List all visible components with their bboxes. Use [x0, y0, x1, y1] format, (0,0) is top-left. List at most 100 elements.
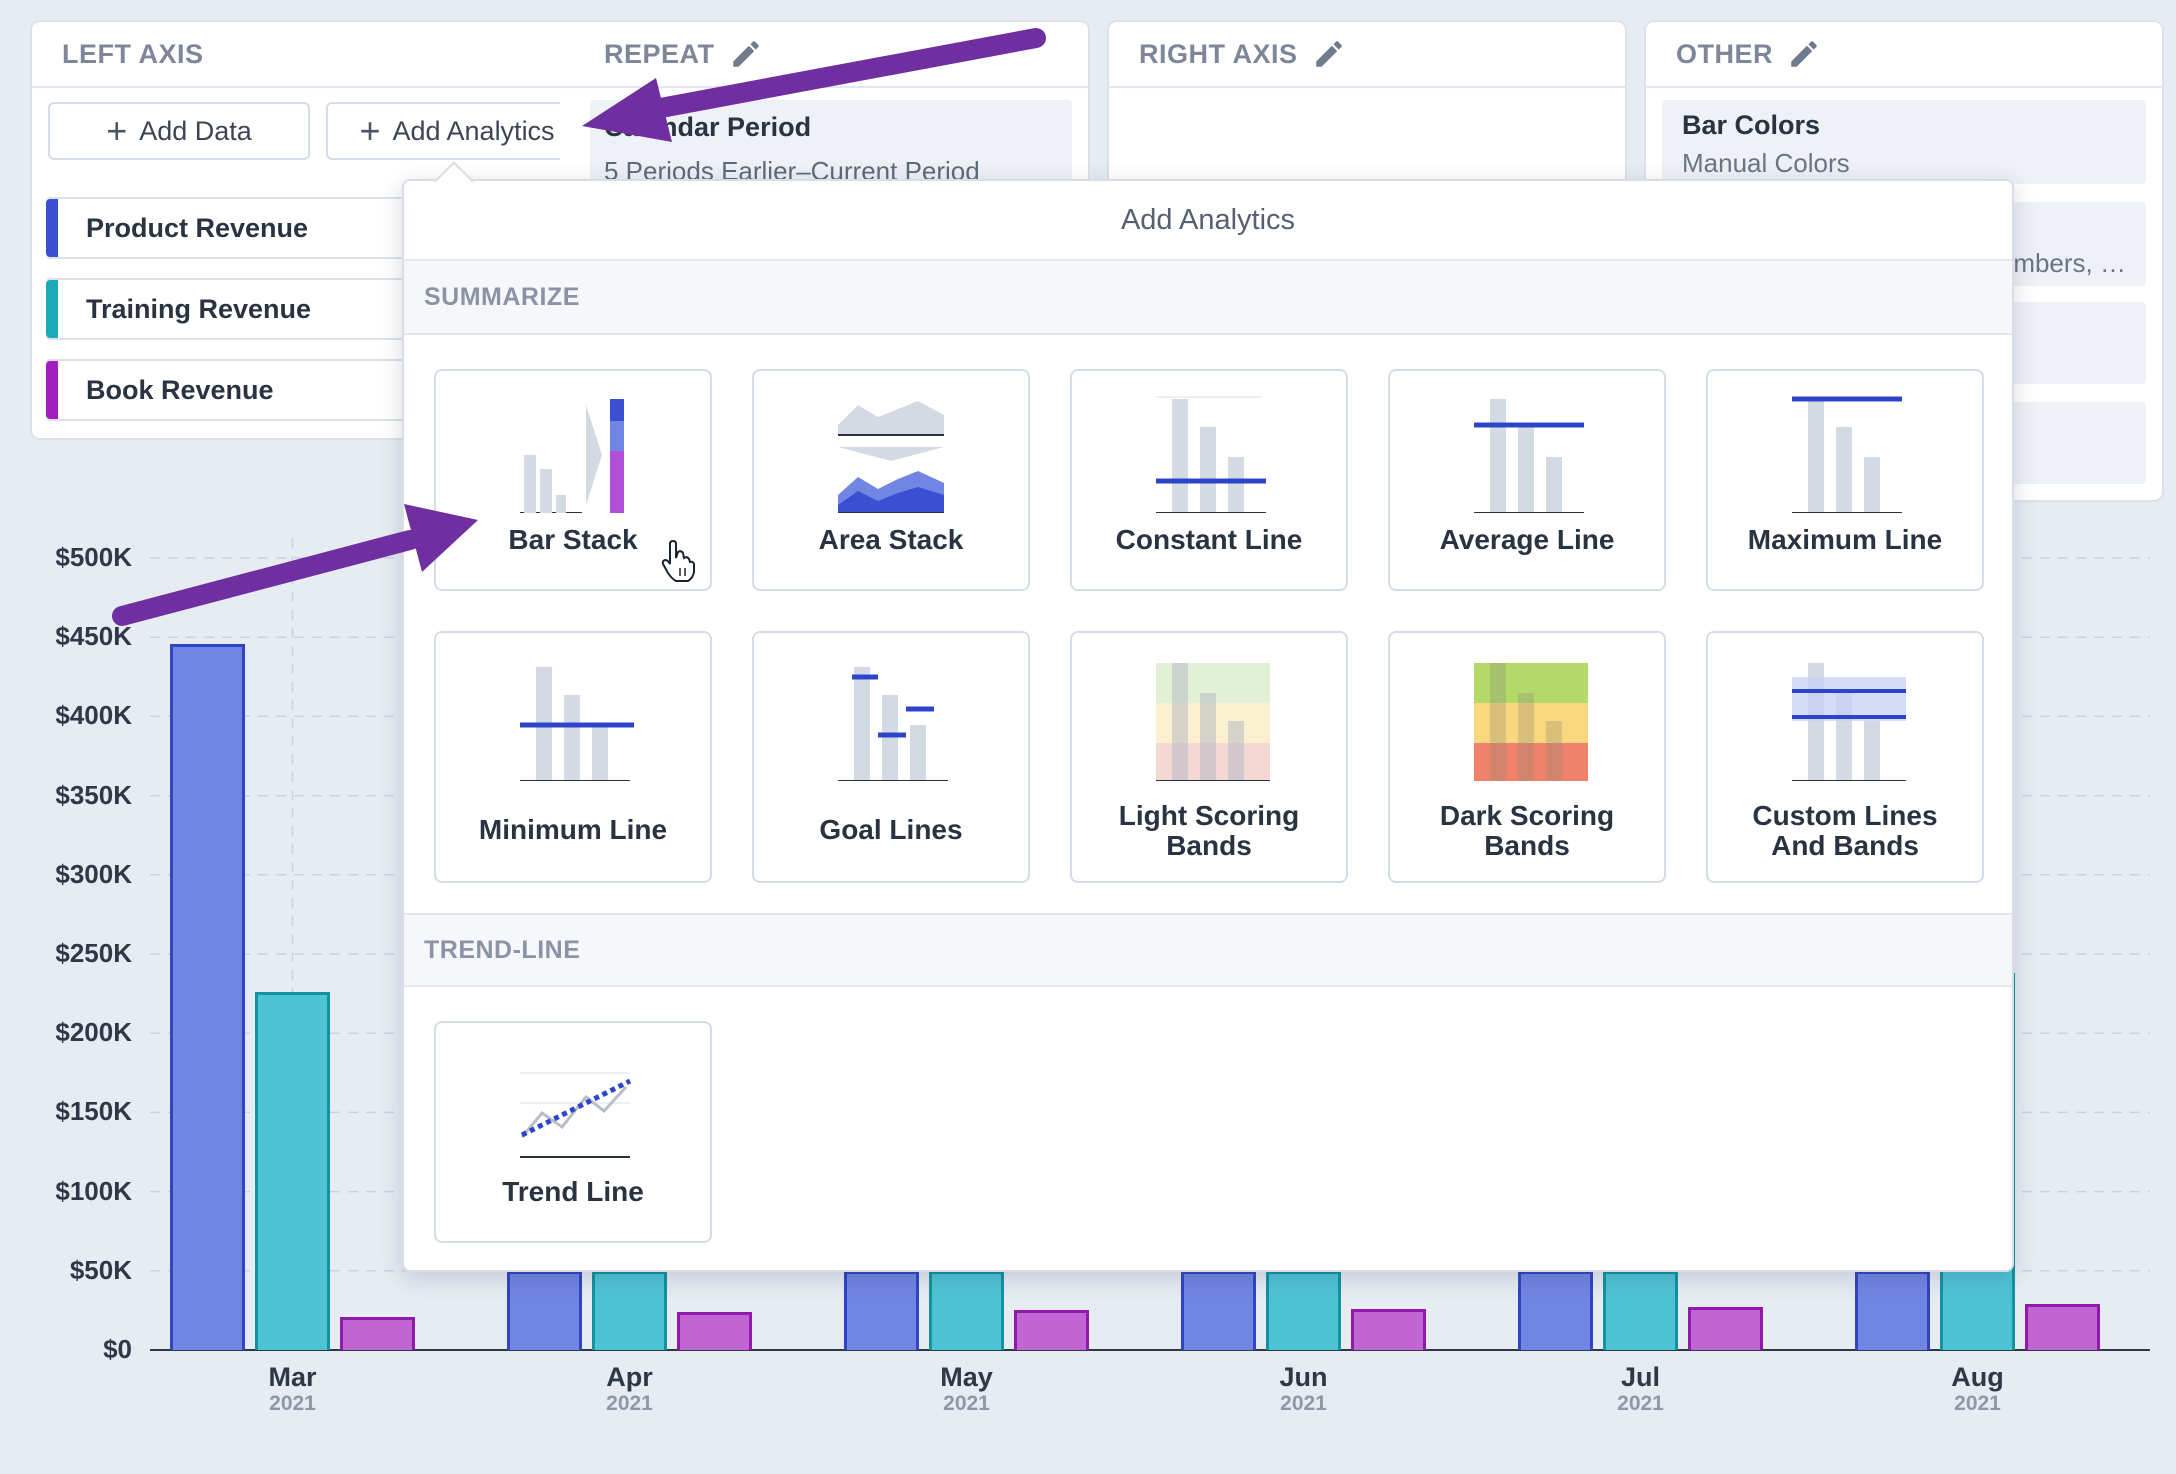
area-stack-icon: [838, 401, 944, 513]
series-color-swatch: [46, 361, 58, 419]
trend-line-section-header: TREND-LINE: [404, 913, 2012, 987]
add-data-button[interactable]: + Add Data: [48, 102, 310, 160]
bar-colors-setting[interactable]: Bar Colors Manual Colors: [1662, 100, 2146, 184]
x-year-label: 2021: [943, 1392, 990, 1415]
series-item-product-revenue[interactable]: Product Revenue: [46, 197, 426, 259]
bar-training-revenue[interactable]: [1603, 1270, 1678, 1350]
x-year-label: 2021: [1280, 1392, 1327, 1415]
y-tick-label: $0: [103, 1334, 132, 1364]
area-stack-card[interactable]: Area Stack: [752, 369, 1030, 591]
bar-product-revenue[interactable]: [1518, 1270, 1593, 1350]
bar-product-revenue[interactable]: [1855, 1270, 1930, 1350]
repeat-setting[interactable]: Calendar Period 5 Periods Earlier–Curren…: [590, 100, 1072, 190]
bar-book-revenue[interactable]: [677, 1311, 752, 1350]
constant-line-card[interactable]: Constant Line: [1070, 369, 1348, 591]
x-year-label: 2021: [269, 1392, 316, 1415]
popover-title: Add Analytics: [404, 181, 2012, 261]
add-analytics-popover: Add Analytics SUMMARIZE Bar Stack Area S…: [402, 179, 2014, 1272]
x-month-label: Apr: [606, 1362, 653, 1392]
custom-lines-and-bands-icon: [1792, 663, 1906, 781]
bar-book-revenue[interactable]: [1351, 1308, 1426, 1350]
bar-book-revenue[interactable]: [1014, 1310, 1089, 1350]
x-year-label: 2021: [1954, 1392, 2001, 1415]
y-tick-label: $200K: [55, 1017, 132, 1048]
series-label: Training Revenue: [86, 293, 312, 324]
dark-scoring-bands-card[interactable]: Dark Scoring Bands: [1388, 631, 1666, 883]
trend-line-icon: [520, 1072, 632, 1158]
x-month-label: Mar: [268, 1362, 317, 1392]
x-month-label: Jul: [1620, 1362, 1660, 1392]
dark-scoring-bands-label: Dark Scoring Bands: [1439, 800, 1615, 861]
bar-product-revenue[interactable]: [507, 1270, 582, 1350]
series-item-training-revenue[interactable]: Training Revenue: [46, 278, 426, 340]
summarize-section-header: SUMMARIZE: [404, 261, 2012, 335]
bar-product-revenue[interactable]: [844, 1270, 919, 1350]
hand-cursor-icon: [661, 540, 695, 582]
x-month-label: Jun: [1279, 1362, 1328, 1392]
add-data-label: Add Data: [139, 115, 252, 146]
right-axis-title: RIGHT AXIS: [1139, 38, 1298, 69]
series-item-book-revenue[interactable]: Book Revenue: [46, 359, 426, 421]
y-tick-label: $350K: [55, 779, 132, 810]
maximum-line-icon: [1792, 396, 1902, 513]
series-label: Book Revenue: [86, 374, 274, 405]
minimum-line-card[interactable]: Minimum Line: [434, 631, 712, 883]
goal-lines-card[interactable]: Goal Lines: [752, 631, 1030, 883]
repeat-value-title: Calendar Period: [604, 112, 812, 142]
bar-product-revenue[interactable]: [1181, 1270, 1256, 1350]
minimum-line-label: Minimum Line: [478, 814, 668, 845]
maximum-line-card[interactable]: Maximum Line: [1706, 369, 1984, 591]
bar-stack-icon: [520, 399, 624, 513]
dark-scoring-bands-icon: [1474, 663, 1588, 781]
edit-pencil-icon[interactable]: [1312, 37, 1346, 71]
maximum-line-label: Maximum Line: [1747, 524, 1943, 555]
y-tick-label: $100K: [55, 1175, 132, 1206]
average-line-card[interactable]: Average Line: [1388, 369, 1666, 591]
minimum-line-icon: [520, 667, 634, 781]
bar-training-revenue[interactable]: [255, 992, 330, 1350]
trend-line-label: Trend Line: [502, 1176, 644, 1207]
y-tick-label: $300K: [55, 858, 132, 889]
x-month-label: Aug: [1951, 1362, 2004, 1392]
bar-product-revenue[interactable]: [170, 643, 245, 1350]
average-line-icon: [1474, 399, 1584, 513]
edit-pencil-icon[interactable]: [1787, 37, 1821, 71]
bar-book-revenue[interactable]: [340, 1316, 415, 1350]
bar-book-revenue[interactable]: [2025, 1304, 2100, 1350]
y-tick-label: $150K: [55, 1096, 132, 1127]
bar-training-revenue[interactable]: [592, 1270, 667, 1350]
bar-stack-card[interactable]: Bar Stack: [434, 369, 712, 591]
left-axis-title: LEFT AXIS: [32, 22, 608, 88]
plus-icon: +: [106, 110, 128, 151]
y-tick-label: $250K: [55, 938, 132, 968]
add-analytics-label: Add Analytics: [392, 115, 555, 146]
bar-training-revenue[interactable]: [929, 1270, 1004, 1350]
average-line-label: Average Line: [1439, 524, 1615, 555]
custom-lines-and-bands-card[interactable]: Custom Lines And Bands: [1706, 631, 1984, 883]
constant-line-icon: [1156, 396, 1266, 513]
light-scoring-bands-card[interactable]: Light Scoring Bands: [1070, 631, 1348, 883]
x-year-label: 2021: [606, 1392, 653, 1415]
bar-colors-value: Manual Colors: [1682, 148, 1850, 178]
x-month-label: May: [940, 1362, 993, 1392]
y-tick-label: $450K: [55, 621, 132, 652]
other-title: OTHER: [1676, 38, 1773, 69]
light-scoring-bands-icon: [1156, 663, 1270, 781]
bar-colors-title: Bar Colors: [1682, 110, 1821, 140]
bar-stack-label: Bar Stack: [508, 524, 638, 555]
series-color-swatch: [46, 280, 58, 338]
custom-lines-and-bands-label: Custom Lines And Bands: [1752, 800, 1938, 861]
goal-lines-label: Goal Lines: [819, 814, 963, 845]
repeat-title: REPEAT: [604, 38, 715, 69]
trend-line-card[interactable]: Trend Line: [434, 1021, 712, 1243]
area-stack-label: Area Stack: [818, 524, 964, 555]
series-label: Product Revenue: [86, 212, 309, 243]
bar-training-revenue[interactable]: [1266, 1270, 1341, 1350]
bar-book-revenue[interactable]: [1688, 1307, 1763, 1350]
goal-lines-icon: [838, 667, 948, 781]
series-color-swatch: [46, 199, 58, 257]
light-scoring-bands-label: Light Scoring Bands: [1118, 800, 1300, 861]
other-setting-2-value: mbers, …: [2013, 248, 2126, 278]
add-analytics-button[interactable]: + Add Analytics: [326, 102, 588, 160]
edit-pencil-icon[interactable]: [729, 37, 763, 71]
